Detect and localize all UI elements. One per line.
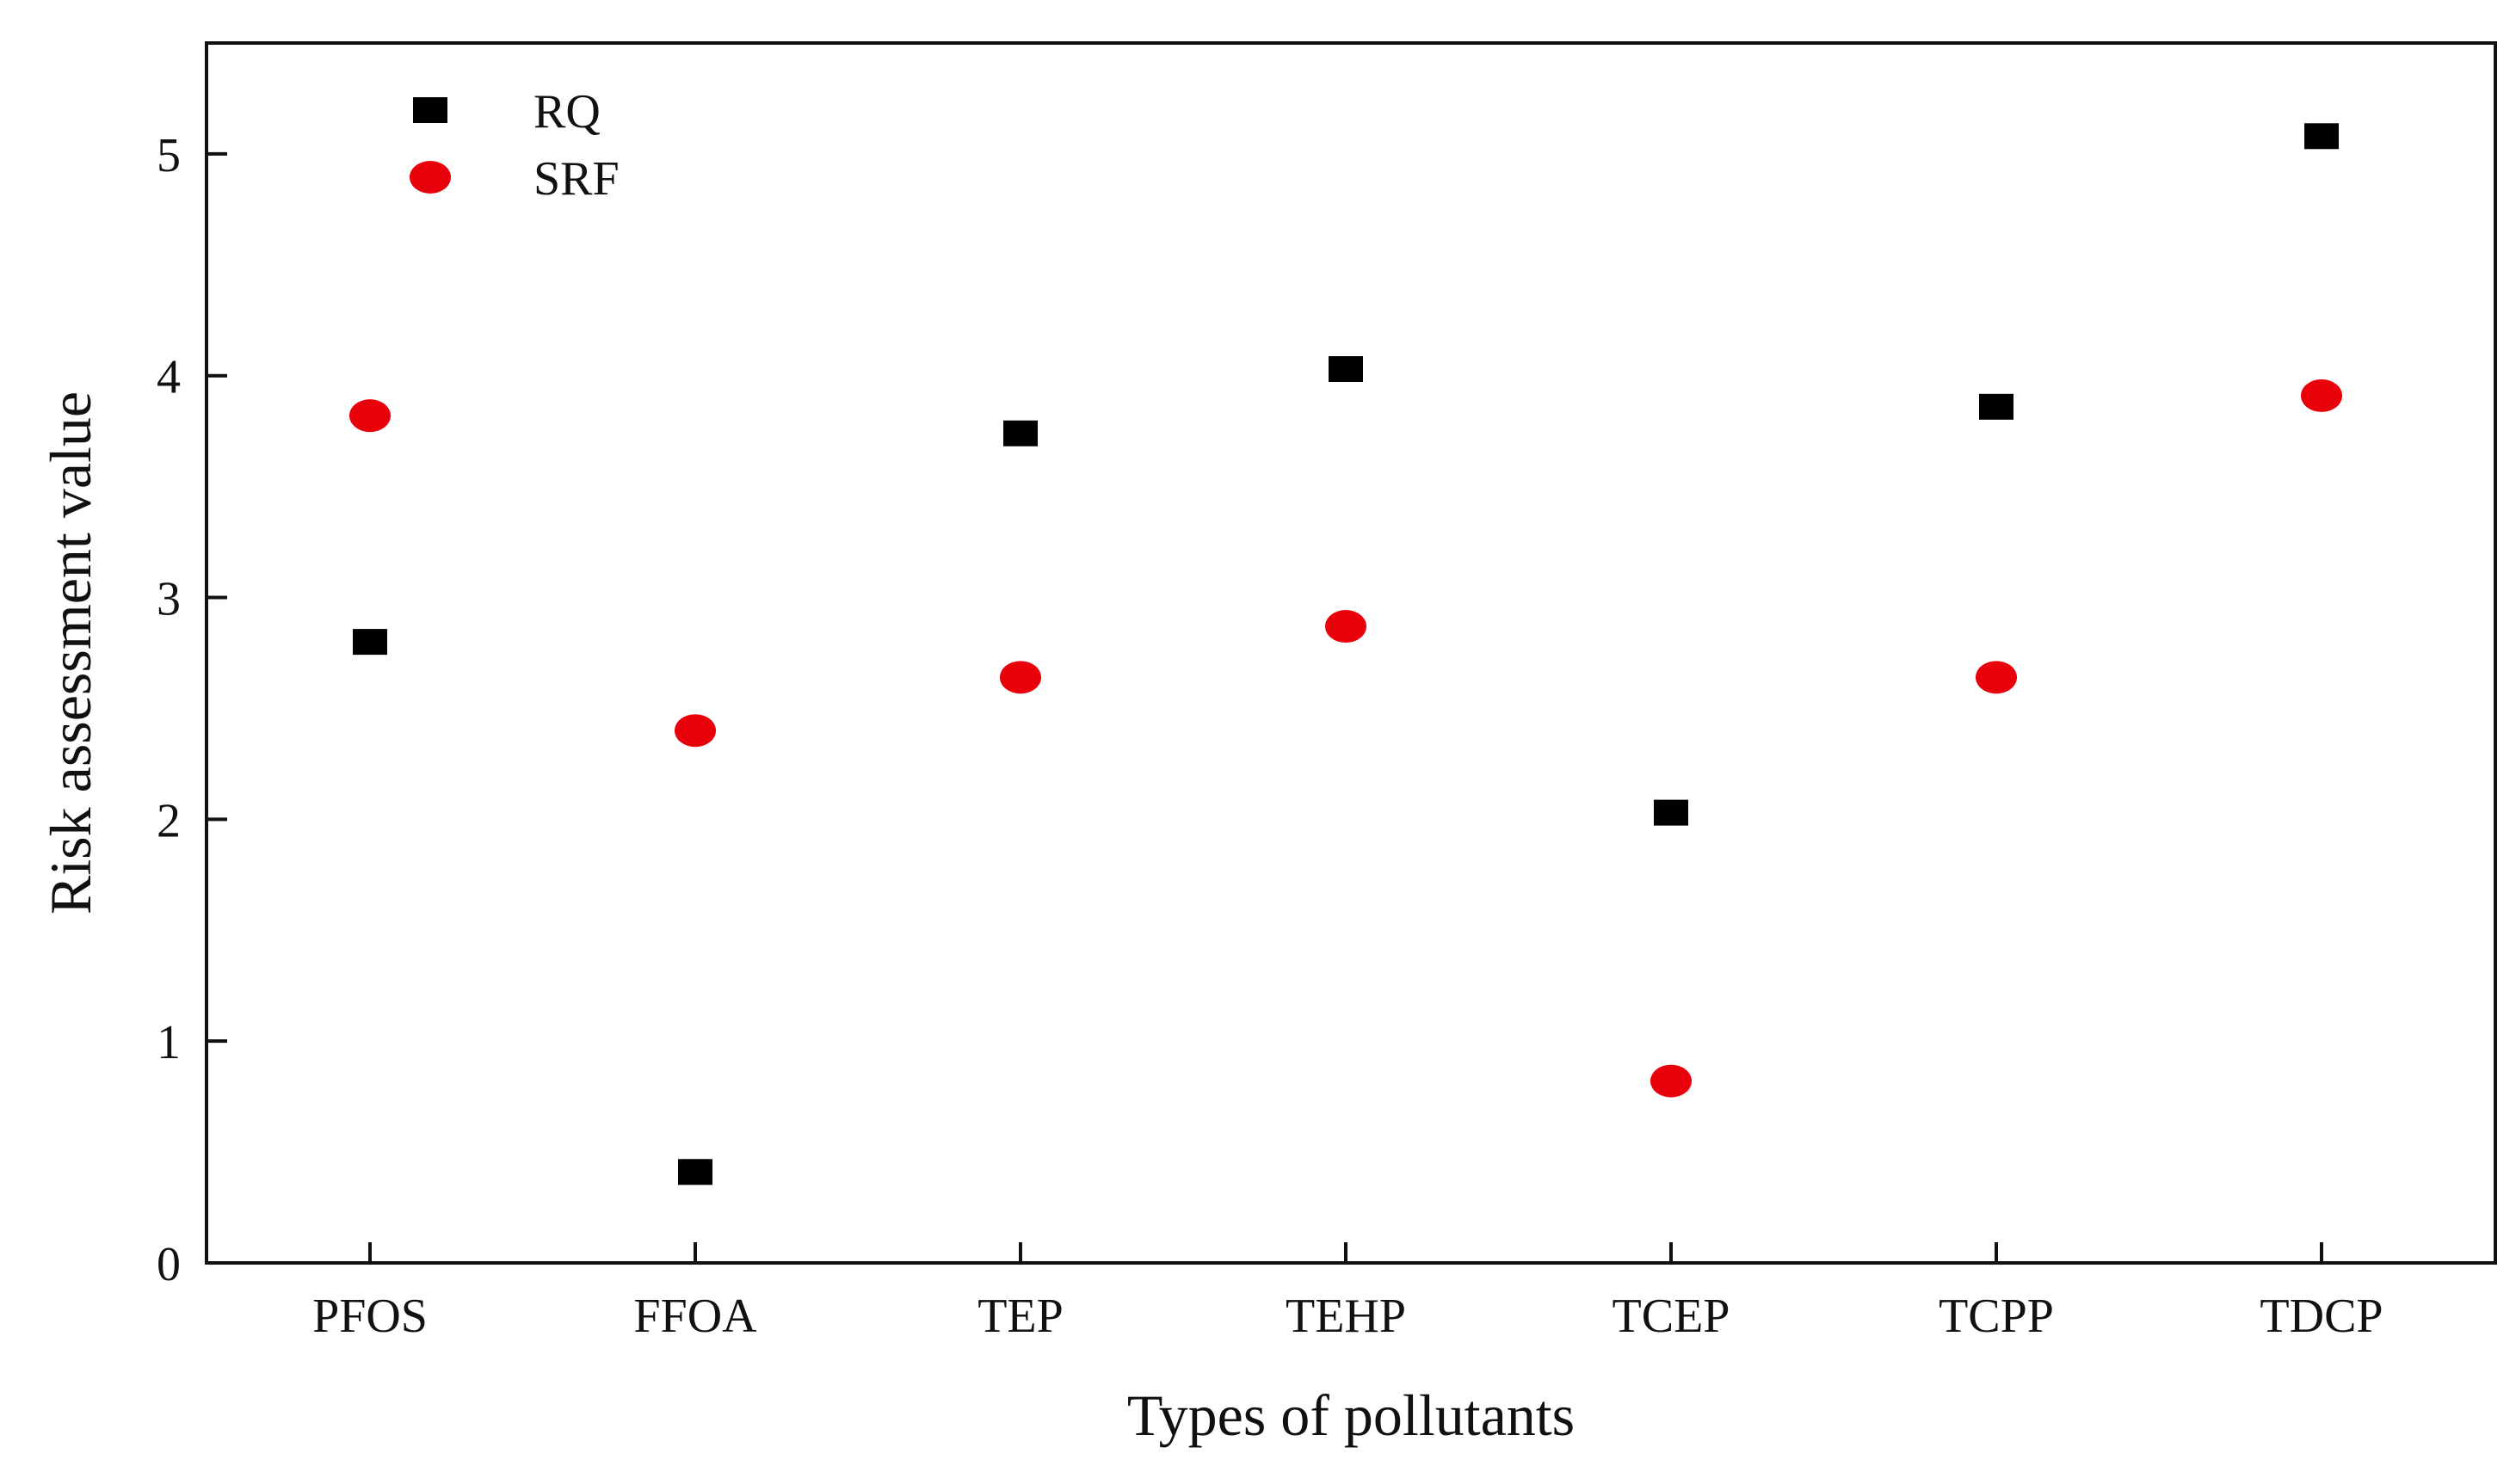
rq-point-pfos xyxy=(353,629,387,656)
legend-marker-srf xyxy=(410,161,451,194)
srf-point-tehp xyxy=(1325,610,1366,643)
y-tick-label: 2 xyxy=(157,794,181,847)
legend: RQ SRF xyxy=(410,85,620,206)
x-tick-label: TCEP xyxy=(1613,1290,1730,1343)
y-tick-label: 5 xyxy=(157,129,181,182)
rq-point-tcep xyxy=(1654,799,1688,826)
rq-point-tehp xyxy=(1329,355,1363,382)
rq-point-tcpp xyxy=(1979,393,2013,420)
srf-point-tcpp xyxy=(1976,661,2017,694)
rq-point-ffoa xyxy=(678,1159,712,1185)
srf-point-tcep xyxy=(1650,1064,1692,1098)
legend-marker-rq xyxy=(413,97,447,123)
srf-point-tep xyxy=(1000,661,1041,694)
x-tick-label: PFOS xyxy=(312,1290,428,1343)
y-axis-ticks: 0 1 2 3 4 5 xyxy=(157,129,227,1291)
x-axis-ticks: PFOS FFOA TEP TEHP TCEP TCPP TDCP xyxy=(312,1242,2383,1343)
y-tick-label: 1 xyxy=(157,1016,181,1069)
y-axis-title: Risk assessment value xyxy=(38,391,103,914)
data-marks xyxy=(349,123,2342,1185)
x-tick-label: FFOA xyxy=(633,1290,757,1343)
x-tick-label: TEP xyxy=(977,1290,1064,1343)
srf-point-tdcp xyxy=(2301,379,2342,412)
legend-label-srf: SRF xyxy=(533,152,620,206)
legend-label-rq: RQ xyxy=(533,85,601,139)
x-tick-label: TDCP xyxy=(2260,1290,2383,1343)
y-tick-label: 3 xyxy=(157,573,181,626)
srf-point-pfos xyxy=(349,399,391,433)
x-tick-label: TEHP xyxy=(1286,1290,1406,1343)
y-tick-label: 4 xyxy=(157,351,181,404)
srf-point-ffoa xyxy=(675,714,716,748)
x-tick-label: TCPP xyxy=(1939,1290,2054,1343)
rq-point-tdcp xyxy=(2304,123,2339,150)
plot-frame xyxy=(205,41,2497,1265)
x-axis-title: Types of pollutants xyxy=(1127,1382,1575,1448)
y-tick-label: 0 xyxy=(157,1238,181,1291)
rq-point-tep xyxy=(1003,420,1038,446)
